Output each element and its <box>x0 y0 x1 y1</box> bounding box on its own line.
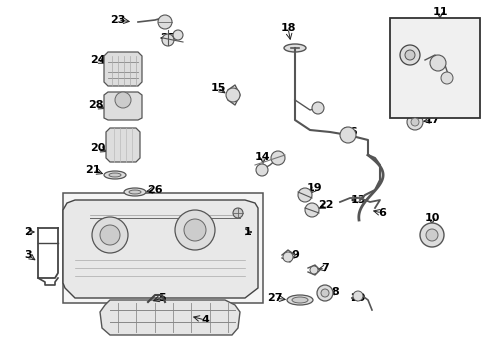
Text: 13: 13 <box>349 195 365 205</box>
Text: 6: 6 <box>377 208 385 218</box>
Circle shape <box>158 15 172 29</box>
Ellipse shape <box>109 173 121 177</box>
Circle shape <box>225 88 240 102</box>
Ellipse shape <box>284 44 305 52</box>
Circle shape <box>175 210 215 250</box>
Bar <box>63 193 263 303</box>
Circle shape <box>297 188 311 202</box>
Bar <box>389 18 479 118</box>
Text: 15: 15 <box>210 83 225 93</box>
Circle shape <box>232 208 243 218</box>
Text: 7: 7 <box>321 263 328 273</box>
Circle shape <box>100 225 120 245</box>
Circle shape <box>410 118 418 126</box>
Text: 22: 22 <box>318 200 333 210</box>
Polygon shape <box>106 128 140 162</box>
Text: 2: 2 <box>24 227 32 237</box>
Text: 8: 8 <box>330 287 338 297</box>
Circle shape <box>316 285 332 301</box>
Text: 21: 21 <box>85 165 101 175</box>
Circle shape <box>115 92 131 108</box>
Text: 20: 20 <box>90 143 105 153</box>
Circle shape <box>162 34 174 46</box>
Circle shape <box>183 219 205 241</box>
Circle shape <box>256 164 267 176</box>
Circle shape <box>311 102 324 114</box>
Circle shape <box>352 291 362 301</box>
Text: 18: 18 <box>280 23 295 33</box>
Polygon shape <box>104 52 142 86</box>
Circle shape <box>92 217 128 253</box>
Text: 29: 29 <box>349 293 365 303</box>
Text: 24: 24 <box>90 55 105 65</box>
Circle shape <box>173 30 183 40</box>
Circle shape <box>399 45 419 65</box>
Text: 27: 27 <box>267 293 282 303</box>
Text: 25: 25 <box>160 33 175 43</box>
Text: 17: 17 <box>424 115 439 125</box>
Text: 4: 4 <box>201 315 208 325</box>
Ellipse shape <box>129 190 141 194</box>
Text: 9: 9 <box>290 250 298 260</box>
Text: 19: 19 <box>306 183 322 193</box>
Text: 16: 16 <box>342 127 357 137</box>
Circle shape <box>283 252 292 262</box>
Text: 11: 11 <box>431 7 447 17</box>
Text: 12: 12 <box>391 25 407 35</box>
Text: 26: 26 <box>147 185 163 195</box>
Text: 10: 10 <box>424 213 439 223</box>
Circle shape <box>406 114 422 130</box>
Text: 14: 14 <box>255 152 270 162</box>
Circle shape <box>309 266 317 274</box>
Circle shape <box>429 55 445 71</box>
Polygon shape <box>100 300 240 335</box>
Circle shape <box>425 229 437 241</box>
Ellipse shape <box>286 295 312 305</box>
Circle shape <box>440 72 452 84</box>
Circle shape <box>270 151 285 165</box>
Text: 3: 3 <box>24 250 32 260</box>
Ellipse shape <box>291 297 307 303</box>
Circle shape <box>419 223 443 247</box>
Text: 1: 1 <box>244 227 251 237</box>
Ellipse shape <box>104 171 126 179</box>
Circle shape <box>305 203 318 217</box>
Polygon shape <box>104 92 142 120</box>
Text: 28: 28 <box>88 100 103 110</box>
Circle shape <box>320 289 328 297</box>
Circle shape <box>339 127 355 143</box>
Ellipse shape <box>124 188 146 196</box>
Polygon shape <box>63 200 258 298</box>
Text: 23: 23 <box>110 15 125 25</box>
Text: 5: 5 <box>158 293 165 303</box>
Circle shape <box>404 50 414 60</box>
